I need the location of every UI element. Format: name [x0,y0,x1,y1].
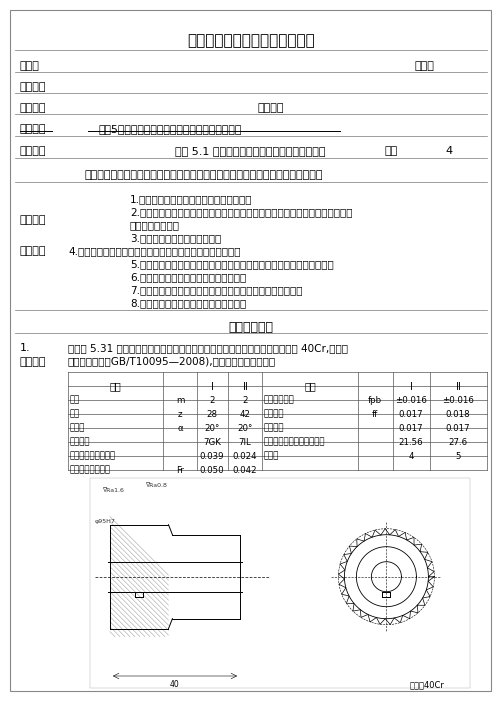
Text: 5: 5 [455,451,461,461]
Text: 2: 2 [242,395,248,404]
Text: fpb: fpb [368,395,382,404]
Text: 28: 28 [206,409,217,418]
Text: 序号：: 序号： [415,61,435,71]
Text: 教师：: 教师： [20,61,40,71]
Text: 2.能根据实际生产需要合理选用设备、工装；合理选择金属切削加工参数，进行: 2.能根据实际生产需要合理选用设备、工装；合理选择金属切削加工参数，进行 [130,207,353,217]
Text: ff: ff [372,409,378,418]
Bar [90,478,470,688]
Text: φ95H7: φ95H7 [95,519,116,524]
Text: 0.018: 0.018 [446,409,470,418]
Text: 20°: 20° [237,423,253,433]
Text: 0.042: 0.042 [232,465,258,475]
Text: 0.050: 0.050 [200,465,224,475]
Text: 8.能注重培养学生的职业素养与良好习惯: 8.能注重培养学生的职业素养与良好习惯 [130,298,246,308]
Text: 基节极限偏差: 基节极限偏差 [264,395,295,404]
Text: 6.能查阅并贯彻相关国家标准和行业标准: 6.能查阅并贯彻相关国家标准和行业标准 [130,272,246,282]
Text: Ⅱ: Ⅱ [242,381,247,392]
Text: 21.56: 21.56 [399,437,423,447]
Text: 齿向公差: 齿向公差 [264,423,285,433]
Text: α: α [177,423,183,433]
Text: 0.017: 0.017 [399,409,423,418]
Text: 3.能合理进行齿轮零件精度检验: 3.能合理进行齿轮零件精度检验 [130,233,221,243]
Text: Ⅰ: Ⅰ [210,381,213,392]
Text: 任务 5.1 直齿圆柱齿轮加工工艺规程编制与实施: 任务 5.1 直齿圆柱齿轮加工工艺规程编制与实施 [175,146,326,156]
Text: 7.能明确齿轮加工设备的常规维护与保养，执行安全文明生产: 7.能明确齿轮加工设备的常规维护与保养，执行安全文明生产 [130,285,303,295]
Text: 2: 2 [209,395,215,404]
Text: Ⅱ: Ⅱ [455,381,460,392]
Text: 4: 4 [408,451,414,461]
Text: 上课地点: 上课地点 [258,103,285,113]
Text: 1.: 1. [20,343,31,353]
Text: 授课时间: 授课时间 [20,82,47,92]
Text: 1.能正确分析圆柱齿轮零件结构和技术要求: 1.能正确分析圆柱齿轮零件结构和技术要求 [130,194,253,204]
Text: 齿圈径向跳动公差: 齿圈径向跳动公差 [70,465,111,475]
Text: 齿形公差: 齿形公差 [264,409,285,418]
Text: Fr: Fr [176,465,184,475]
Text: 促成目标: 促成目标 [20,246,47,256]
Text: 5.能合理编制齿轮零件的机械加工工艺规程，正确填写机械加工工艺文件: 5.能合理编制齿轮零件的机械加工工艺规程，正确填写机械加工工艺文件 [130,259,334,269]
Text: 齿面数: 齿面数 [264,451,280,461]
Text: z: z [178,409,182,418]
Text: 42: 42 [239,409,250,418]
Text: 项目5圆柱齿轮零件机械加工工艺规程编制与实施: 项目5圆柱齿轮零件机械加工工艺规程编制与实施 [98,124,241,134]
Text: 20°: 20° [204,423,219,433]
Text: 级为７７７级（GB/T10095—2008),生产类型为成批生产。: 级为７７７级（GB/T10095—2008),生产类型为成批生产。 [68,356,276,366]
Text: 课时: 课时 [385,146,398,156]
Text: 教学过程设计: 教学过程设计 [228,321,274,334]
Text: 《机械制造工艺》教学设计方案: 《机械制造工艺》教学设计方案 [187,33,315,48]
Text: 模数: 模数 [70,395,80,404]
Text: 齿形角: 齿形角 [70,423,85,433]
Text: 符号: 符号 [304,381,316,392]
Text: 0.017: 0.017 [446,423,470,433]
Text: m: m [176,395,184,404]
Text: Ⅰ: Ⅰ [409,381,412,392]
Text: 0.024: 0.024 [232,451,258,461]
Text: ±0.016: ±0.016 [395,395,427,404]
Text: 最终目标能合理编制圆柱齿轮零件的机械加工工艺规程并实施，加工出合格的零件: 最终目标能合理编制圆柱齿轮零件的机械加工工艺规程并实施，加工出合格的零件 [85,170,324,180]
Text: ±0.016: ±0.016 [442,395,474,404]
Text: 4.能考虑加工成本，对零件的机械加工工艺过程进行优化设计: 4.能考虑加工成本，对零件的机械加工工艺过程进行优化设计 [68,246,240,256]
Text: 0.017: 0.017 [399,423,423,433]
Text: 精度等级: 精度等级 [70,437,91,447]
Text: 材料：40Cr: 材料：40Cr [410,680,445,689]
Text: 符号: 符号 [109,381,121,392]
Text: 7GK: 7GK [203,437,221,447]
Text: 所属项目: 所属项目 [20,124,47,134]
Text: 教学目标: 教学目标 [20,215,47,225]
Text: 公法线平均长度及极限偏差: 公法线平均长度及极限偏差 [264,437,326,447]
Text: 27.6: 27.6 [448,437,467,447]
Text: 齿数: 齿数 [70,409,80,418]
Text: 任务引入: 任务引入 [20,357,47,367]
Text: 40: 40 [170,680,180,689]
Text: ∇Ra1.6: ∇Ra1.6 [102,488,124,493]
Text: 公法线长度变动公差: 公法线长度变动公差 [70,451,116,461]
Text: 0.039: 0.039 [200,451,224,461]
Text: 编制图 5.31 所示的双联圆柱齿轮零件的机械加工工艺规程并实施，零件材料为 40Cr,精度等: 编制图 5.31 所示的双联圆柱齿轮零件的机械加工工艺规程并实施，零件材料为 4… [68,343,348,353]
Text: 4: 4 [445,146,452,156]
Text: 学习任务: 学习任务 [20,146,47,156]
Text: 授课班级: 授课班级 [20,103,47,113]
Text: 齿坏、齿廓等加工: 齿坏、齿廓等加工 [130,220,180,230]
Text: 7IL: 7IL [238,437,252,447]
Text: ∇Ra0.8: ∇Ra0.8 [145,483,167,488]
